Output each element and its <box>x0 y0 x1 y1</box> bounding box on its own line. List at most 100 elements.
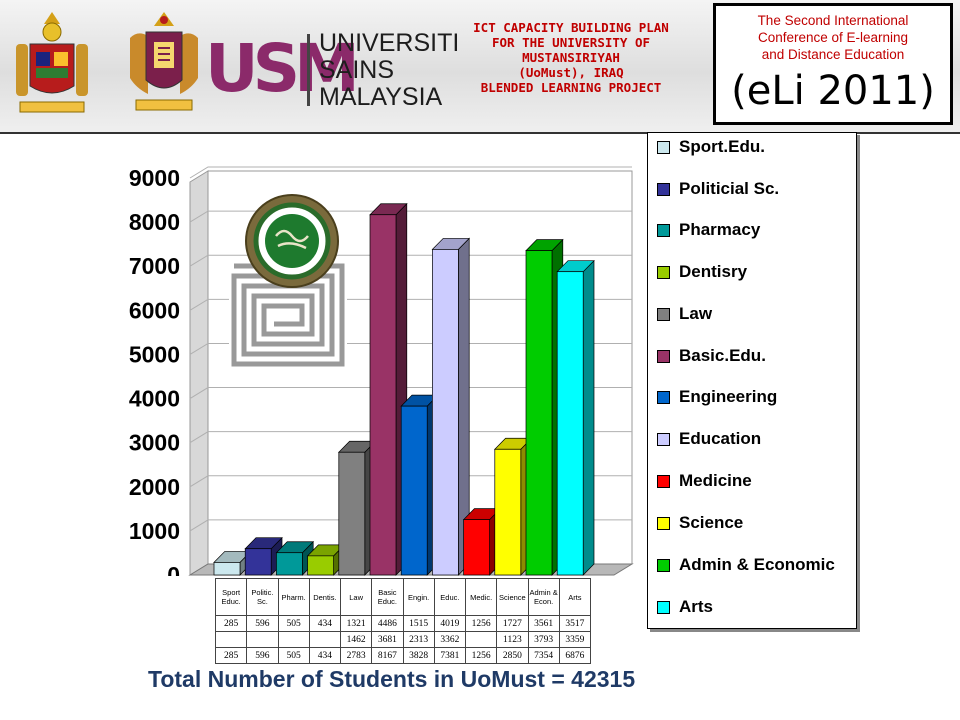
table-cell: 7381 <box>433 647 467 664</box>
bar <box>275 540 315 576</box>
table-cell: 6876 <box>558 647 592 664</box>
bar-front <box>525 250 553 576</box>
table-cell <box>464 631 498 648</box>
legend-item: Dentisry <box>657 261 747 283</box>
table-cell: 3362 <box>433 631 467 648</box>
bar-front <box>463 519 490 576</box>
bar-front <box>400 405 428 576</box>
table-cell: 285 <box>214 615 248 632</box>
bar-front <box>307 555 334 576</box>
gridline <box>189 387 632 399</box>
legend-item: Science <box>657 512 743 534</box>
legend-swatch <box>657 558 670 572</box>
table-cell: 3793 <box>527 631 560 648</box>
legend-label: Engineering <box>679 387 778 406</box>
table-cell: 3359 <box>558 631 592 648</box>
table-cell: 434 <box>308 647 342 664</box>
table-cell: 505 <box>277 615 310 632</box>
usm-name-line: MALAYSIA <box>319 83 443 111</box>
bar <box>556 259 595 576</box>
table-cell: 7354 <box>527 647 560 664</box>
table-cell: 1462 <box>339 631 373 648</box>
table-cell <box>214 631 248 648</box>
table-cell <box>246 631 279 648</box>
table-header: Engin. <box>402 578 435 616</box>
y-tick-label: 8000 <box>129 209 180 235</box>
table-cell: 434 <box>308 615 342 632</box>
usm-logo: USM UNIVERSITI SAINS MALAYSIA <box>205 24 459 114</box>
legend-swatch <box>657 265 670 279</box>
y-tick-label: 3000 <box>129 430 180 456</box>
legend-label: Dentisry <box>679 262 748 281</box>
table-cell: 1256 <box>464 647 498 664</box>
y-tick-label: 7000 <box>129 253 180 279</box>
table-cell: 1321 <box>339 615 373 632</box>
gridline <box>189 298 632 311</box>
conference-title: The Second International Conference of E… <box>716 12 950 63</box>
table-row: 285 596 505 434 1321 4486 1515 4019 1256… <box>214 615 592 632</box>
table-cell: 4019 <box>433 615 467 632</box>
conference-line: and Distance Education <box>761 47 905 62</box>
usm-mark: USM <box>205 30 360 107</box>
plan-title-line: MUSTANSIRIYAH <box>522 50 620 65</box>
gridline <box>189 475 632 488</box>
table-cell <box>308 631 342 648</box>
legend-swatch <box>657 223 670 237</box>
table-row: 1462 3681 2313 3362 1123 3793 3359 <box>214 631 592 648</box>
legend-label: Arts <box>679 597 714 616</box>
bars <box>213 202 595 576</box>
bar-front <box>369 214 397 576</box>
table-cell: 3828 <box>402 647 435 664</box>
table-header: Arts <box>558 578 592 616</box>
table-cell: 2313 <box>402 631 435 648</box>
usm-name: UNIVERSITI SAINS MALAYSIA <box>319 30 459 111</box>
gridline <box>189 166 632 179</box>
legend-label: Politicial Sc. <box>679 179 780 198</box>
usm-name-line: UNIVERSITI <box>319 29 460 57</box>
chart-legend: Sport.Edu. Politicial Sc. Pharmacy Denti… <box>647 132 857 629</box>
legend-label: Law <box>679 304 713 323</box>
table-cell: 2850 <box>496 647 529 664</box>
legend-label: Sport.Edu. <box>679 137 765 156</box>
uomust-seal-icon <box>229 194 347 369</box>
table-header: Dentis. <box>308 578 342 616</box>
plan-title-line: FOR THE UNIVERSITY OF <box>491 35 651 50</box>
table-cell: 596 <box>246 647 279 664</box>
table-cell: 596 <box>246 615 279 632</box>
plan-title-line: (UoMust), IRAQ <box>518 65 624 80</box>
table-cell: 1727 <box>496 615 529 632</box>
table-header: Science <box>496 578 529 616</box>
bar-side <box>582 259 595 576</box>
legend-item: Admin & Economic <box>657 554 835 576</box>
legend-item: Engineering <box>657 386 777 408</box>
university-crest-icon <box>130 12 198 111</box>
total-students-label: Total Number of Students in UoMust = 423… <box>148 666 636 692</box>
y-tick-label: 0 <box>167 562 180 576</box>
table-cell: 505 <box>277 647 310 664</box>
table-header: Pharm. <box>277 578 310 616</box>
y-tick-label: 6000 <box>129 297 180 323</box>
y-tick-label: 1000 <box>129 518 180 544</box>
gridline <box>189 342 632 355</box>
legend-item: Arts <box>657 596 713 618</box>
table-header: Medic. <box>464 578 498 616</box>
legend-item: Education <box>657 428 761 450</box>
conference-line: Conference of E-learning <box>757 30 909 45</box>
conference-line: The Second International <box>757 13 909 28</box>
legend-swatch <box>657 349 670 363</box>
plan-title-line: ICT CAPACITY BUILDING PLAN <box>473 20 669 35</box>
table-cell: 285 <box>214 647 248 664</box>
legend-label: Science <box>679 513 744 532</box>
bar-front <box>276 552 303 576</box>
bar-front <box>244 548 272 576</box>
table-cell: 8167 <box>371 647 404 664</box>
legend-item: Law <box>657 303 712 325</box>
bar <box>431 237 471 576</box>
table-cell: 3681 <box>371 631 404 648</box>
legend-label: Admin & Economic <box>679 555 835 574</box>
table-header: Law <box>339 578 373 616</box>
table-header: Basic Educ. <box>371 578 404 616</box>
legend-swatch <box>657 140 670 154</box>
plan-title-line: BLENDED LEARNING PROJECT <box>480 80 662 95</box>
legend-swatch <box>657 474 670 488</box>
